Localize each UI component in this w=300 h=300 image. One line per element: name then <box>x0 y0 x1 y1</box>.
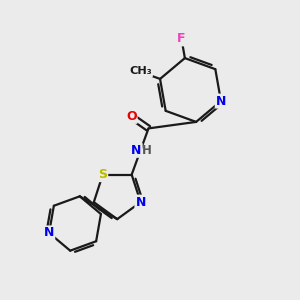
Text: N: N <box>44 226 54 239</box>
Text: S: S <box>98 168 107 181</box>
Text: N: N <box>131 144 142 157</box>
Text: H: H <box>142 144 152 157</box>
Text: F: F <box>177 32 186 45</box>
Text: N: N <box>216 94 226 108</box>
Text: N: N <box>135 196 146 208</box>
Text: CH₃: CH₃ <box>130 66 152 76</box>
Text: O: O <box>126 110 136 123</box>
